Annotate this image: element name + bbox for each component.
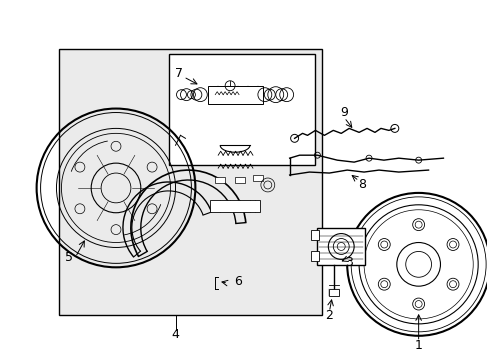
Text: 9: 9: [340, 106, 347, 119]
Text: 1: 1: [414, 339, 422, 352]
Bar: [252, 175, 263, 181]
Text: 6: 6: [234, 275, 242, 288]
Text: 3: 3: [345, 256, 352, 269]
Bar: [210, 200, 259, 212]
Text: 5: 5: [65, 251, 73, 264]
Bar: [60, 49, 322, 315]
Bar: [168, 54, 315, 165]
Bar: [311, 251, 319, 261]
Bar: [215, 177, 224, 183]
Text: 4: 4: [171, 328, 179, 341]
Text: 8: 8: [357, 179, 366, 192]
Bar: [235, 177, 244, 183]
Bar: [311, 230, 319, 239]
Bar: [328, 289, 339, 296]
Bar: [317, 228, 365, 265]
Bar: [208, 86, 263, 104]
Text: 2: 2: [325, 310, 333, 323]
Text: 7: 7: [174, 67, 182, 80]
